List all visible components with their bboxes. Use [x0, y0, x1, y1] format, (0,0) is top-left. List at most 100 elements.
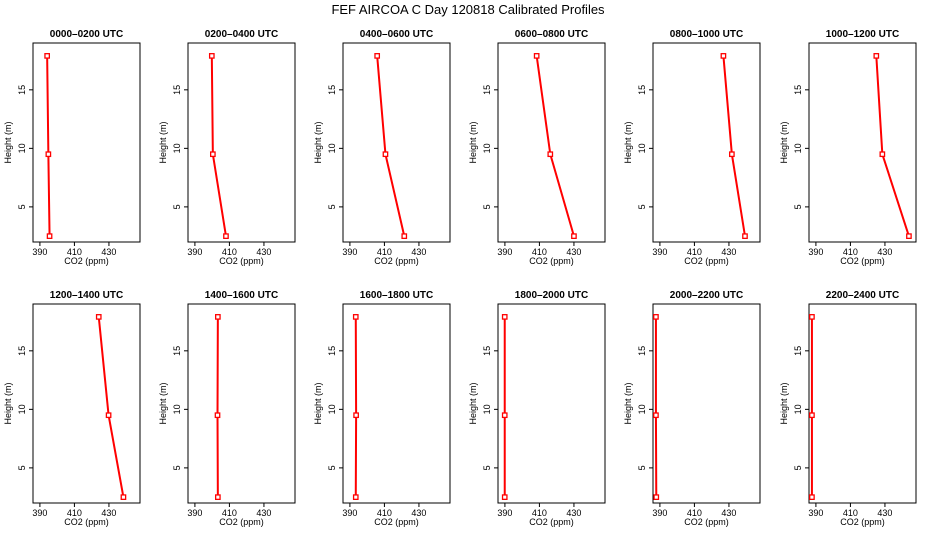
x-tick-label: 430 — [721, 247, 736, 257]
profile-point — [809, 494, 815, 500]
y-tick-label: 10 — [172, 404, 182, 414]
profile-point — [353, 412, 359, 419]
x-tick-label: 390 — [187, 247, 202, 257]
y-axis-label: Height (m) — [623, 382, 633, 424]
profile-point — [571, 233, 577, 239]
x-tick-label: 430 — [411, 247, 426, 257]
profile-panel-2: 0200–0400 UTC 390 410 430 5 10 15 CO2 (ppm) Heig… — [158, 29, 296, 266]
profile-point — [95, 314, 102, 320]
profile-point — [809, 314, 815, 320]
panel-title: 2200–2400 UTC — [826, 290, 899, 301]
y-axis-label: Height (m) — [313, 121, 323, 163]
y-tick-label: 5 — [637, 204, 647, 209]
y-tick-label: 5 — [327, 204, 337, 209]
y-axis-label: Height (m) — [779, 121, 789, 163]
y-tick-label: 10 — [327, 143, 337, 153]
y-tick-label: 15 — [172, 85, 182, 95]
profile-line — [875, 55, 910, 237]
profile-point — [352, 314, 359, 320]
y-tick-label: 5 — [482, 465, 492, 470]
profile-point — [374, 53, 381, 59]
profile-point — [809, 412, 815, 419]
profile-point — [501, 412, 508, 419]
x-tick-label: 410 — [532, 247, 547, 257]
x-axis-label: CO2 (ppm) — [840, 517, 885, 527]
y-tick-label: 5 — [793, 465, 803, 470]
y-tick-label: 10 — [482, 404, 492, 414]
profile-panel-12: 2200–2400 UTC 390 410 430 5 10 15 CO2 (ppm) Heig… — [779, 290, 917, 527]
y-axis-label: Height (m) — [623, 121, 633, 163]
x-tick-label: 410 — [687, 247, 702, 257]
y-tick-label: 15 — [17, 346, 27, 356]
y-tick-label: 10 — [637, 143, 647, 153]
profile-line — [210, 55, 227, 237]
plot-frame — [652, 42, 761, 243]
profile-point — [729, 151, 735, 158]
plot-frame — [187, 303, 296, 504]
x-tick-label: 390 — [32, 508, 47, 518]
x-axis-label: CO2 (ppm) — [64, 517, 109, 527]
x-axis-label: CO2 (ppm) — [374, 256, 419, 266]
panel-title: 1800–2000 UTC — [515, 290, 588, 301]
profile-point — [653, 314, 659, 320]
y-tick-label: 5 — [172, 204, 182, 209]
panel-title: 1000–1200 UTC — [826, 29, 899, 40]
y-tick-label: 10 — [637, 404, 647, 414]
x-tick-label: 410 — [687, 508, 702, 518]
y-axis-label: Height (m) — [3, 382, 13, 424]
x-tick-label: 390 — [342, 508, 357, 518]
y-axis-label: Height (m) — [468, 121, 478, 163]
plot-frame — [497, 303, 606, 504]
plot-frame — [497, 42, 606, 243]
profile-point — [120, 494, 127, 500]
x-axis-label: CO2 (ppm) — [684, 517, 729, 527]
y-tick-label: 10 — [17, 404, 27, 414]
profile-point — [223, 233, 229, 239]
panel-title: 0800–1000 UTC — [670, 29, 743, 40]
profile-panel-1: 0000–0200 UTC 390 410 430 5 10 15 CO2 (ppm) Heig… — [3, 29, 141, 266]
profile-line — [97, 316, 125, 498]
x-tick-label: 390 — [32, 247, 47, 257]
x-tick-label: 430 — [101, 508, 116, 518]
profile-point — [208, 53, 215, 59]
y-axis-label: Height (m) — [468, 382, 478, 424]
x-tick-label: 390 — [497, 508, 512, 518]
y-tick-label: 10 — [793, 404, 803, 414]
y-tick-label: 5 — [793, 204, 803, 209]
y-tick-label: 15 — [172, 346, 182, 356]
y-tick-label: 15 — [793, 346, 803, 356]
y-axis-label: Height (m) — [158, 121, 168, 163]
profile-point — [720, 53, 727, 59]
panel-title: 0600–0800 UTC — [515, 29, 588, 40]
profile-point — [906, 233, 912, 239]
x-tick-label: 390 — [652, 247, 667, 257]
profile-point — [401, 233, 408, 239]
profile-panel-4: 0600–0800 UTC 390 410 430 5 10 15 CO2 (ppm) Heig… — [468, 29, 606, 266]
y-tick-label: 15 — [17, 85, 27, 95]
profile-point — [653, 412, 659, 419]
profile-point — [501, 314, 508, 320]
panel-title: 0000–0200 UTC — [50, 29, 123, 40]
x-tick-label: 410 — [843, 508, 858, 518]
profile-point — [45, 151, 52, 158]
x-tick-label: 430 — [256, 508, 271, 518]
x-tick-label: 390 — [808, 247, 823, 257]
x-tick-label: 410 — [67, 247, 82, 257]
plot-frame — [342, 42, 451, 243]
y-axis-label: Height (m) — [3, 121, 13, 163]
figure-title: FEF AIRCOA C Day 120818 Calibrated Profi… — [331, 2, 605, 17]
y-tick-label: 5 — [482, 204, 492, 209]
y-tick-label: 10 — [793, 143, 803, 153]
x-tick-label: 430 — [877, 247, 892, 257]
x-tick-label: 410 — [377, 508, 392, 518]
panel-title: 2000–2200 UTC — [670, 290, 743, 301]
panel-title: 0200–0400 UTC — [205, 29, 278, 40]
panel-grid: 0000–0200 UTC 390 410 430 5 10 15 CO2 (ppm) Heig… — [3, 29, 917, 527]
profile-point — [352, 494, 359, 500]
x-tick-label: 430 — [721, 508, 736, 518]
x-tick-label: 410 — [222, 247, 237, 257]
y-tick-label: 15 — [482, 85, 492, 95]
x-tick-label: 390 — [497, 247, 512, 257]
x-tick-label: 430 — [877, 508, 892, 518]
x-tick-label: 410 — [222, 508, 237, 518]
